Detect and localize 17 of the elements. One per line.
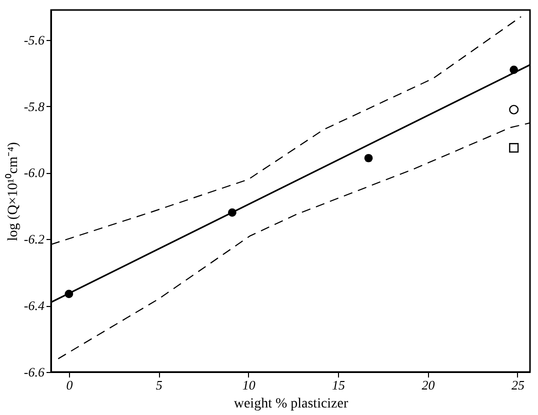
x-tick-label: 5 [156, 378, 163, 392]
x-tick-label: 0 [66, 378, 74, 392]
x-tick-label: 15 [332, 378, 346, 392]
point [509, 143, 519, 153]
y-tick-label: -5.8 [24, 98, 45, 114]
y-tick-label: -6.0 [24, 165, 45, 180]
x-tick-label: 25 [511, 378, 525, 392]
y-tick-label: -6.6 [24, 364, 45, 380]
y-tick-label: -6.4 [24, 298, 45, 314]
y-tick-label: -5.6 [24, 32, 45, 48]
x-tick-label: 20 [422, 378, 436, 392]
point [509, 104, 519, 114]
y-axis-title: log (Q×10¹⁰cm⁻⁴) [4, 142, 21, 241]
x-tick-label: 10 [242, 378, 256, 392]
point [364, 154, 373, 162]
y-tick-label: -6.2 [24, 232, 45, 247]
x-axis-title: weight % plasticizer [234, 396, 348, 412]
